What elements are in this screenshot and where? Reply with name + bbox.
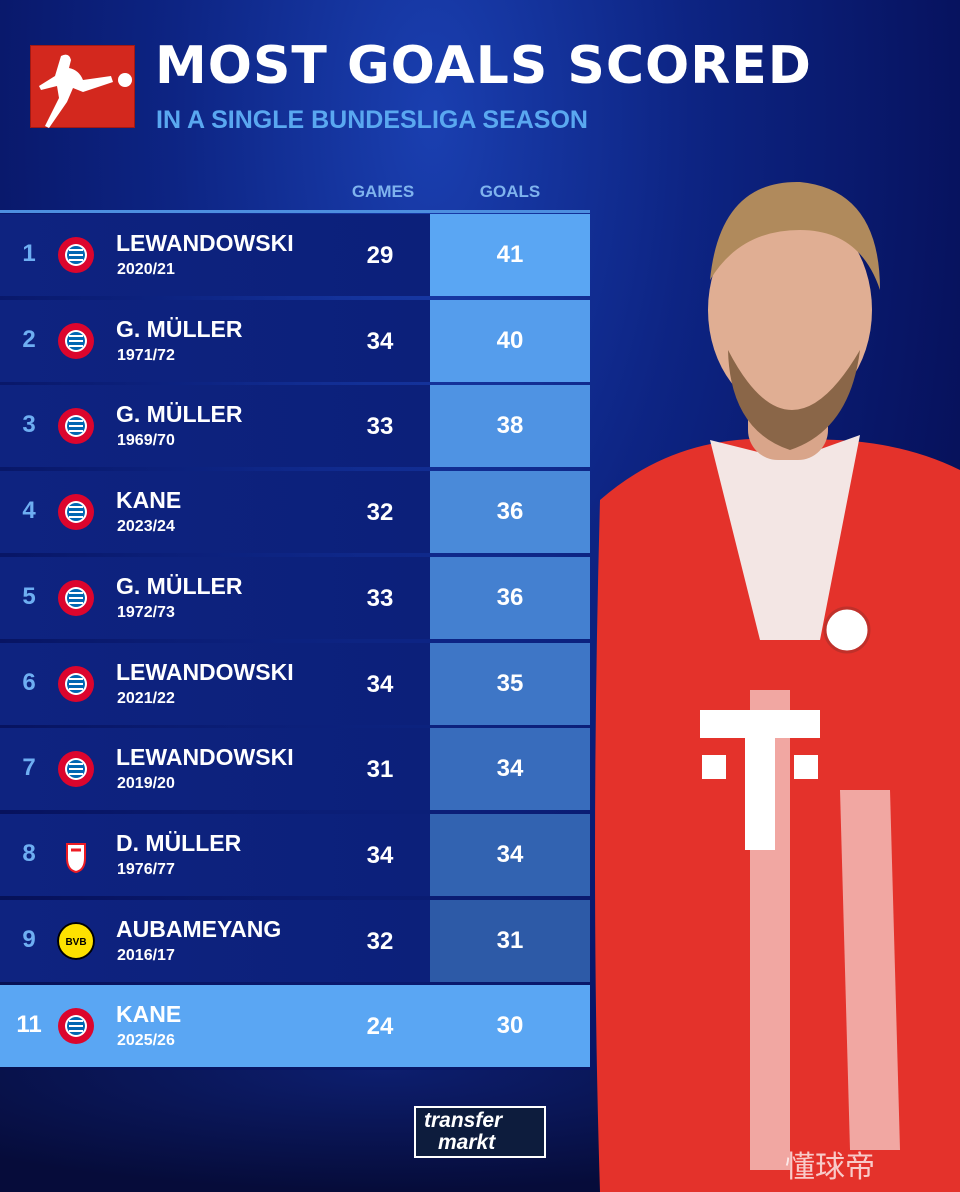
games-value: 29 — [366, 242, 394, 269]
rank: 7 — [22, 754, 36, 782]
rank: 3 — [22, 411, 36, 439]
bayern-crest-icon — [58, 237, 94, 273]
goals-value: 36 — [430, 471, 590, 554]
brand-line1: transfer — [424, 1109, 503, 1132]
season: 1976/77 — [117, 860, 175, 878]
svg-text:BVB: BVB — [65, 937, 86, 948]
season: 2019/20 — [117, 775, 175, 793]
goals-value: 40 — [430, 299, 590, 382]
rank: 5 — [22, 582, 36, 610]
rank: 6 — [22, 668, 36, 696]
season: 2023/24 — [117, 518, 175, 536]
season: 2021/22 — [117, 689, 175, 707]
player-name: G. MÜLLER — [116, 315, 243, 342]
goals-value: 41 — [430, 214, 590, 296]
bayern-crest-icon — [58, 751, 94, 788]
koeln-crest-icon — [66, 842, 86, 873]
rank: 1 — [22, 240, 36, 267]
player-name: G. MÜLLER — [116, 572, 243, 599]
goals-value: 35 — [430, 642, 590, 725]
season: 1971/72 — [117, 346, 175, 364]
player-name: LEWANDOWSKI — [116, 744, 294, 771]
player-name: AUBAMEYANG — [116, 915, 282, 942]
games-value: 34 — [366, 670, 394, 698]
player-photo — [595, 181, 960, 1192]
games-value: 32 — [366, 499, 394, 527]
season: 2016/17 — [117, 946, 175, 964]
goals-value: 34 — [430, 813, 590, 896]
bayern-crest-icon — [58, 408, 94, 445]
goals-value: 30 — [496, 1012, 524, 1040]
transfermarkt-logo: transfer markt — [414, 1106, 546, 1158]
table-row: 7 LEWANDOWSKI 2019/20 31 34 — [0, 728, 590, 811]
bayern-crest-icon — [58, 579, 94, 616]
games-value: 34 — [366, 841, 394, 869]
table-row: 8 D. MÜLLER 1976/77 34 34 — [0, 813, 590, 896]
season: 1972/73 — [117, 603, 175, 621]
player-name: LEWANDOWSKI — [116, 230, 294, 256]
season: 2020/21 — [117, 261, 175, 278]
table-row: 9 BVB AUBAMEYANG 2016/17 32 31 — [0, 899, 590, 982]
table-row: 1 LEWANDOWSKI 2020/21 29 41 — [0, 214, 590, 296]
bayern-crest-icon — [58, 1008, 94, 1045]
bayern-crest-icon — [58, 665, 94, 702]
games-column-header: GAMES — [351, 182, 415, 201]
table-row: 3 G. MÜLLER 1969/70 33 38 — [0, 385, 590, 468]
games-value: 34 — [366, 327, 394, 355]
games-value: 32 — [366, 927, 394, 955]
brand-line2: markt — [438, 1131, 496, 1154]
table-row: 5 G. MÜLLER 1972/73 33 36 — [0, 556, 590, 639]
table-row: 4 KANE 2023/24 32 36 — [0, 471, 590, 554]
table-row: 2 G. MÜLLER 1971/72 34 40 — [0, 299, 590, 382]
games-value: 33 — [366, 584, 394, 612]
bayern-crest-icon — [58, 494, 94, 531]
header-divider — [0, 210, 590, 213]
player-name: KANE — [116, 1001, 182, 1028]
games-value: 24 — [366, 1013, 394, 1041]
table-row: 6 LEWANDOWSKI 2021/22 34 35 — [0, 642, 590, 725]
dortmund-crest-icon: BVB — [57, 921, 95, 960]
bayern-crest-icon — [58, 322, 94, 359]
goals-value: 34 — [430, 728, 590, 811]
page-subtitle: IN A SINGLE BUNDESLIGA SEASON — [156, 106, 588, 134]
rank: 4 — [22, 497, 36, 525]
rank: 8 — [22, 839, 36, 867]
goals-value: 31 — [430, 899, 590, 982]
rank: 11 — [16, 1011, 42, 1039]
games-value: 31 — [366, 756, 394, 784]
player-name: D. MÜLLER — [116, 829, 242, 856]
rank: 9 — [22, 925, 36, 953]
page-title: MOST GOALS SCORED — [155, 36, 812, 96]
player-name: LEWANDOWSKI — [116, 658, 294, 685]
season: 2025/26 — [117, 1032, 175, 1050]
games-value: 33 — [366, 413, 394, 441]
watermark: 懂球帝 — [785, 1150, 875, 1185]
table-row: 11 KANE 2025/26 24 30 — [0, 985, 590, 1068]
player-name: KANE — [116, 487, 182, 514]
bundesliga-logo — [30, 45, 135, 128]
goals-column-header: GOALS — [479, 182, 541, 201]
goals-value: 38 — [430, 385, 590, 468]
rank: 2 — [22, 325, 36, 353]
player-name: G. MÜLLER — [116, 401, 243, 428]
season: 1969/70 — [117, 432, 175, 450]
goals-value: 36 — [430, 556, 590, 639]
